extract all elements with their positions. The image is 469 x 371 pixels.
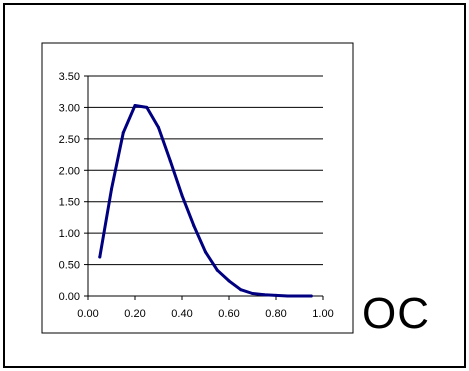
y-axis-ticks: 0.00 0.50 1.00 1.50 2.00 2.50 3.00 3.50 <box>59 71 88 303</box>
data-point <box>98 255 102 259</box>
x-tick-label: 0.00 <box>77 308 98 320</box>
data-point <box>227 279 231 283</box>
data-point <box>298 294 301 298</box>
y-tick-label: 3.50 <box>59 71 80 83</box>
data-point <box>133 104 137 108</box>
y-tick-label: 1.50 <box>59 197 80 209</box>
x-tick-label: 0.60 <box>218 308 239 320</box>
y-tick-label: 3.00 <box>59 102 80 114</box>
data-point <box>286 294 290 298</box>
x-tick-label: 0.20 <box>124 308 145 320</box>
y-tick-label: 0.50 <box>59 260 80 272</box>
data-point <box>157 126 160 130</box>
corner-label: OC <box>362 289 430 338</box>
y-tick-label: 0.00 <box>59 291 80 303</box>
y-tick-label: 2.00 <box>59 165 80 177</box>
data-point <box>204 250 207 254</box>
data-point <box>168 159 172 163</box>
data-point <box>145 105 149 109</box>
data-point <box>251 291 254 295</box>
y-tick-label: 1.00 <box>59 228 80 240</box>
outer-frame <box>3 3 466 368</box>
data-point <box>215 268 219 272</box>
plot-area <box>41 42 354 334</box>
data-point <box>121 131 125 135</box>
grid-lines <box>88 75 323 266</box>
data-point <box>274 293 278 297</box>
data-point <box>239 288 243 292</box>
data-point <box>309 294 313 298</box>
series-layer <box>98 104 313 298</box>
data-point <box>262 293 266 297</box>
x-axis-ticks: 0.00 0.20 0.40 0.60 0.80 1.00 <box>77 296 334 320</box>
x-tick-label: 0.80 <box>265 308 286 320</box>
y-tick-label: 2.50 <box>59 134 80 146</box>
x-tick-label: 1.00 <box>312 308 333 320</box>
data-point <box>110 187 113 191</box>
x-tick-label: 0.40 <box>171 308 192 320</box>
data-point <box>192 224 196 228</box>
data-point <box>180 193 184 197</box>
